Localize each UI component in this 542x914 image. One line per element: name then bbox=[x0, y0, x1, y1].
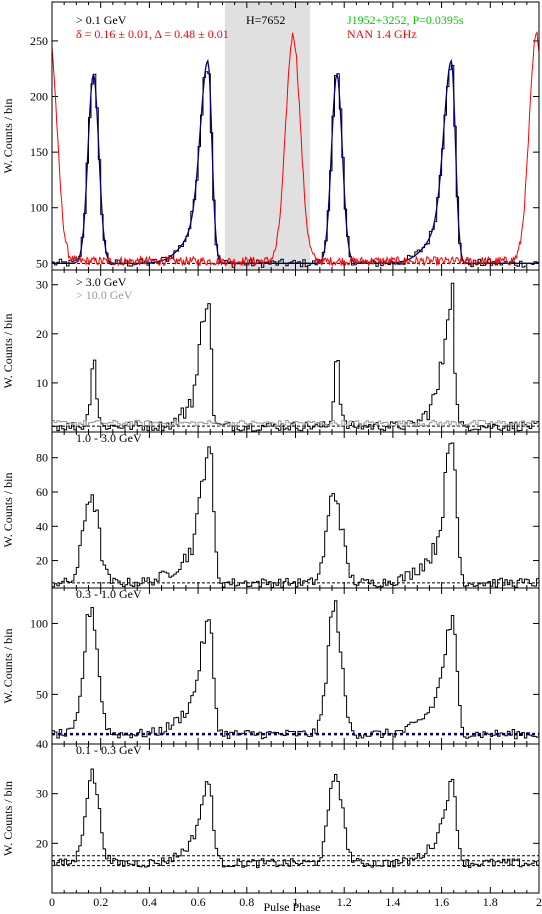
y-tick-label: 20 bbox=[36, 836, 48, 850]
off-pulse-shaded-region bbox=[224, 2, 311, 270]
y-axis-label: W. Counts / bin bbox=[1, 781, 15, 856]
radio-profile-curve bbox=[51, 31, 540, 268]
x-tick-label: 1.6 bbox=[434, 895, 449, 909]
x-tick-label: 0 bbox=[49, 895, 55, 909]
pulsar-name-annotation: J1952+3252, P=0.0395s bbox=[347, 13, 464, 27]
panel-2: 10 20 30 W. Counts / bin > 3.0 GeV > 10.0 … bbox=[1, 269, 540, 433]
x-axis-label: Pulse Phase bbox=[264, 900, 321, 914]
x-tick-label: 1.4 bbox=[385, 895, 400, 909]
y-tick-label: 50 bbox=[36, 687, 48, 701]
energy-annotation: > 3.0 GeV bbox=[76, 275, 127, 289]
panel-1-data bbox=[51, 31, 540, 268]
energy-annotation: 0.3 - 1.0 GeV bbox=[76, 587, 142, 601]
panel-4-data bbox=[52, 600, 539, 740]
y-tick-label: 30 bbox=[36, 787, 48, 801]
peak-shape-annotation: δ = 0.16 ± 0.01, Δ = 0.48 ± 0.01 bbox=[76, 27, 229, 41]
energy-annotation: > 0.1 GeV bbox=[76, 13, 127, 27]
panel-5: 20 30 40 W. Counts / bin 0.1 - 0.3 GeV bbox=[1, 737, 540, 894]
y-tick-label: 200 bbox=[30, 90, 48, 104]
x-tick-label: 0.8 bbox=[239, 895, 254, 909]
y-tick-label: 30 bbox=[36, 278, 48, 292]
x-tick-labels: 0 0.2 0.4 0.6 0.8 1 1.2 1.4 1.6 1.8 2 bbox=[49, 895, 542, 909]
x-tick-label: 1 bbox=[293, 895, 299, 909]
y-tick-label: 250 bbox=[30, 34, 48, 48]
y-axis-label: W. Counts / bin bbox=[1, 473, 15, 548]
y-tick-label: 20 bbox=[36, 327, 48, 341]
panel-2-data bbox=[52, 282, 539, 432]
x-tick-label: 0.6 bbox=[191, 895, 206, 909]
panel-3-data bbox=[52, 442, 539, 588]
panel-frame bbox=[51, 743, 540, 894]
y-tick-label: 80 bbox=[36, 451, 48, 465]
fit-curve bbox=[52, 58, 539, 264]
x-tick-label: 0.2 bbox=[93, 895, 108, 909]
high-energy-series bbox=[52, 419, 539, 427]
panel-1: 50 100 150 200 250 W. Counts / bin > 0.1 GeV… bbox=[1, 1, 540, 271]
energy-annotation-secondary: > 10.0 GeV bbox=[76, 288, 133, 302]
energy-annotation: 1.0 - 3.0 GeV bbox=[76, 431, 142, 445]
y-tick-label: 40 bbox=[36, 737, 48, 751]
y-tick-label: 60 bbox=[36, 485, 48, 499]
energy-annotation: 0.1 - 0.3 GeV bbox=[76, 743, 142, 757]
y-tick-label: 150 bbox=[30, 145, 48, 159]
y-tick-label: 100 bbox=[30, 616, 48, 630]
y-axis-label: W. Counts / bin bbox=[1, 99, 15, 174]
y-tick-label: 100 bbox=[30, 201, 48, 215]
y-tick-label: 50 bbox=[36, 256, 48, 270]
histogram-series bbox=[52, 600, 539, 740]
radio-profile-annotation: NAN 1.4 GHz bbox=[347, 27, 417, 41]
x-tick-label: 1.8 bbox=[483, 895, 498, 909]
histogram-series bbox=[52, 442, 539, 588]
y-axis-label: W. Counts / bin bbox=[1, 629, 15, 704]
x-tick-label: 2 bbox=[536, 895, 542, 909]
y-tick-label: 40 bbox=[36, 519, 48, 533]
x-tick-label: 0.4 bbox=[142, 895, 157, 909]
x-tick-label: 1.2 bbox=[337, 895, 352, 909]
h-test-annotation: H=7652 bbox=[246, 13, 285, 27]
y-tick-label: 10 bbox=[36, 376, 48, 390]
histogram-series bbox=[52, 768, 539, 869]
y-axis-label: W. Counts / bin bbox=[1, 314, 15, 389]
panel-5-data bbox=[52, 768, 539, 869]
y-tick-label: 20 bbox=[36, 554, 48, 568]
